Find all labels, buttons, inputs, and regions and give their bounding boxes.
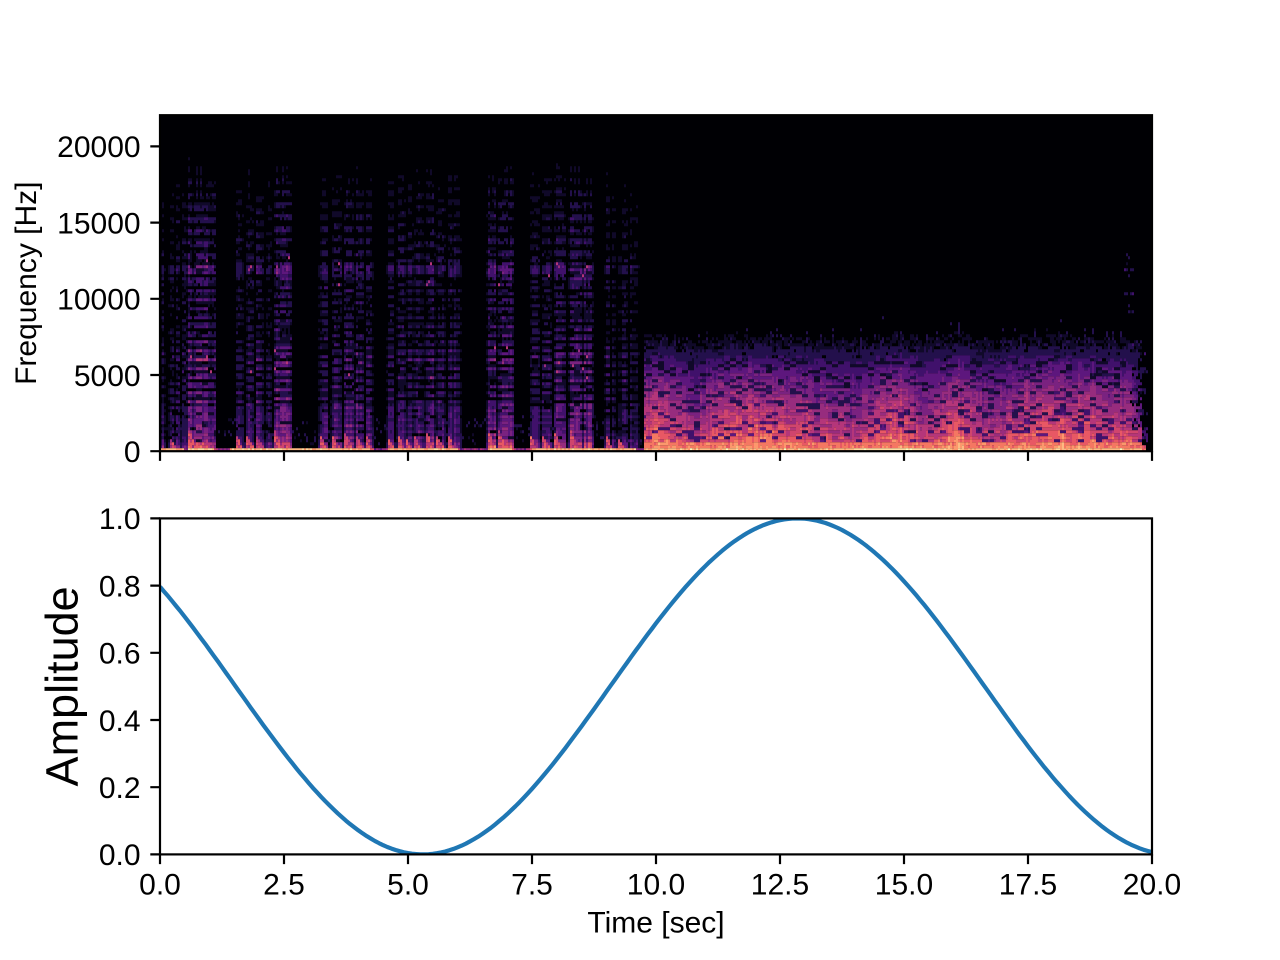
svg-text:5.0: 5.0 (387, 869, 429, 902)
svg-text:5000: 5000 (74, 360, 141, 393)
svg-text:10.0: 10.0 (627, 869, 685, 902)
svg-text:Frequency [Hz]: Frequency [Hz] (10, 181, 43, 384)
svg-text:0.2: 0.2 (99, 772, 141, 805)
svg-text:20000: 20000 (57, 131, 140, 164)
svg-text:15.0: 15.0 (875, 869, 933, 902)
svg-text:0.0: 0.0 (139, 869, 181, 902)
svg-text:15000: 15000 (57, 207, 140, 240)
svg-text:10000: 10000 (57, 284, 140, 317)
svg-text:0.4: 0.4 (99, 705, 141, 738)
svg-text:0.6: 0.6 (99, 638, 141, 671)
svg-text:2.5: 2.5 (263, 869, 305, 902)
svg-text:0.0: 0.0 (99, 839, 141, 872)
svg-text:Amplitude: Amplitude (37, 586, 88, 786)
svg-text:17.5: 17.5 (999, 869, 1057, 902)
svg-text:20.0: 20.0 (1123, 869, 1181, 902)
svg-text:1.0: 1.0 (99, 503, 141, 536)
svg-text:0.8: 0.8 (99, 570, 141, 603)
svg-text:Time [sec]: Time [sec] (587, 907, 724, 940)
svg-text:7.5: 7.5 (511, 869, 553, 902)
svg-text:0: 0 (124, 436, 141, 469)
svg-text:12.5: 12.5 (751, 869, 809, 902)
